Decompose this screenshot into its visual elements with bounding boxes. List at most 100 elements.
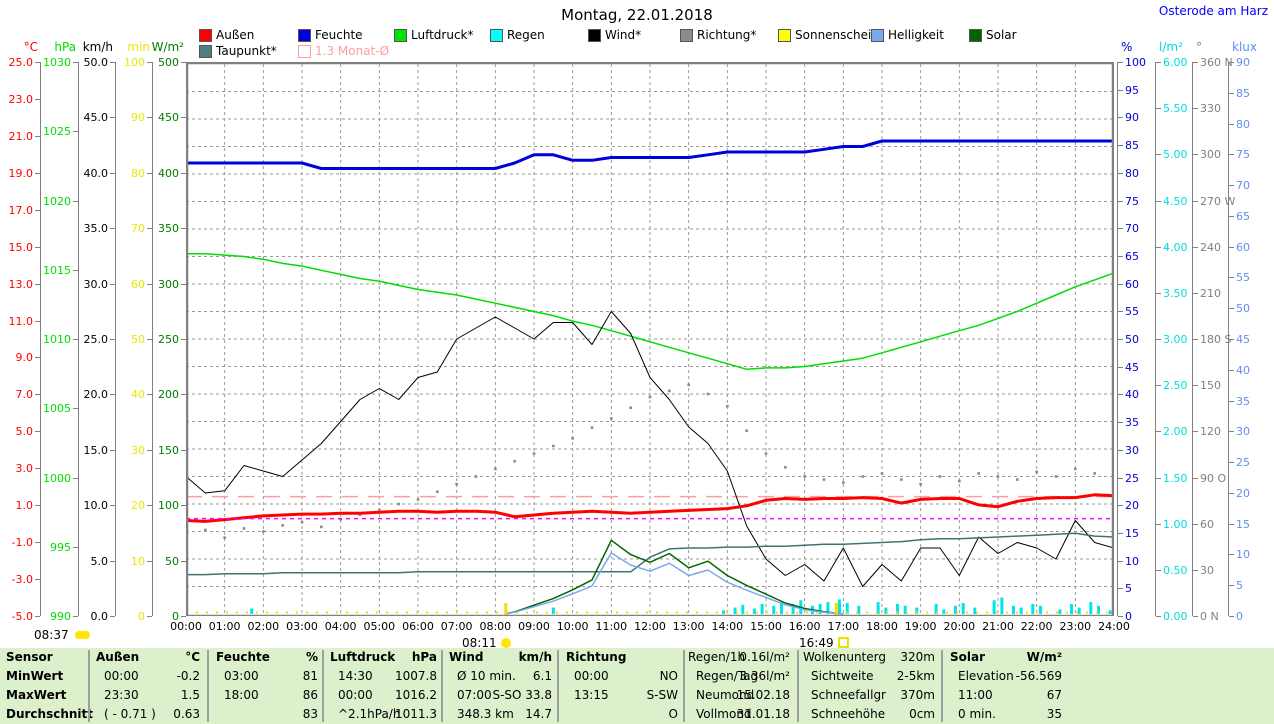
axis-tick-label: 10 [1236,548,1250,562]
wind-direction-dot [223,536,226,539]
legend-label: Helligkeit [888,28,944,42]
legend-label: Regen [507,28,545,42]
axis-tick-label: 5.00 [1163,148,1188,162]
axis-tick [35,320,40,322]
axis-tick [1229,154,1234,156]
axis-tick [1118,200,1123,202]
axis-line-hPa [78,62,79,616]
axis-tick-label: 90 [1125,111,1139,125]
axis-tick [1156,477,1161,479]
rain-bar [1000,597,1004,614]
axis-header: W/m² [151,40,184,54]
table-cell-label: 0 min. [958,707,996,721]
table-cell-value: 67 [1046,688,1062,702]
x-axis-label: 11:00 [595,620,628,633]
axis-tick-label: 40 [1236,363,1250,377]
axis-tick-label: 0 [1236,610,1243,623]
axis-tick-label: 35.0 [83,222,109,236]
weather-chart[interactable] [184,61,1116,619]
wind-direction-dot [900,478,903,481]
rain-bar [791,603,795,614]
axis-tick-label: 70 [1236,179,1250,193]
axis-tick-label: 1010 [43,333,71,346]
axis-tick [73,477,78,479]
rain-bar [1019,607,1023,614]
axis-tick-label: 25 [1125,471,1139,485]
x-axis-label: 19:00 [904,620,937,633]
axis-tick-label: 2.50 [1163,379,1188,393]
axis-tick [1229,339,1234,340]
axis-tick [35,283,40,285]
rain-bar [961,603,965,614]
plot-area[interactable] [184,61,1116,619]
axis-tick [110,394,115,396]
axis-tick [1193,477,1198,479]
axis-tick-label: 70 [1125,222,1139,236]
table-cell-label: 00:00 [338,688,373,702]
axis-tick [1156,339,1161,340]
axis-tick [1229,62,1234,63]
wind-direction-dot [745,429,748,432]
axis-tick [1118,117,1123,119]
table-cell-label: 07:00 [457,688,492,702]
rain-bar [1011,605,1015,614]
axis-tick-label: 4.50 [1163,194,1188,208]
axis-tick-label: 7.0 [15,388,34,402]
axis-tick-label: 11.0 [8,314,34,328]
axis-tick [1229,277,1234,279]
rain-bar [760,603,764,614]
axis-tick [1193,385,1198,387]
axis-tick-label: 0.50 [1163,563,1188,577]
table-cell-value: S-SW [646,688,678,702]
table-cell-label: 00:00 [104,669,139,683]
wind-direction-dot [610,417,613,420]
axis-tick [1118,172,1123,174]
rain-bar [1031,603,1035,614]
axis-tick [1118,311,1123,313]
wind-direction-dot [455,482,458,486]
axis-tick-label: 1.50 [1163,471,1188,485]
axis-line-° [1192,62,1193,616]
table-cell-value: 370m [900,688,935,702]
axis-tick [1118,616,1123,617]
axis-tick-label: -3.0 [11,573,33,587]
wind-direction-dot [552,444,555,448]
axis-tick-label: 17.0 [8,203,34,217]
wind-direction-dot [281,524,284,527]
legend-swatch [199,45,212,58]
axis-tick-label: -1.0 [11,536,33,550]
axis-tick [147,172,152,174]
axis-tick-label: -5.0 [11,610,33,623]
axis-tick-label: 65 [1236,209,1250,223]
axis-tick [181,283,186,285]
table-cell-value: 3.36l/m² [739,669,790,683]
axis-tick-label: 25.0 [83,333,109,346]
wind-direction-dot [938,475,942,478]
axis-header: hPa [54,40,76,54]
axis-tick [35,209,40,211]
axis-tick [1229,400,1234,402]
axis-tick-label: 210 [1200,286,1221,300]
axis-tick-label: 80 [131,166,145,180]
table-cell-value: O [668,707,678,721]
rain-bar [942,609,946,614]
axis-tick [1193,292,1198,294]
axis-tick [1156,200,1161,202]
axis-line-°C [40,62,41,616]
table-group-header: Regen/1h [688,650,746,664]
rain-bar [1039,605,1043,614]
wind-direction-dot [242,527,246,530]
axis-tick-label: 1015 [43,263,71,277]
axis-tick [73,546,78,548]
axis-tick [1193,246,1198,248]
x-axis-label: 13:00 [672,620,705,633]
rain-bar [903,605,907,614]
axis-tick [110,449,115,451]
axis-tick-label: 150 [158,443,179,457]
axis-tick-label: 15 [1236,517,1250,531]
axis-tick-label: 25 [1236,456,1250,470]
table-divider [941,650,943,722]
axis-tick-label: 19.0 [8,166,34,180]
axis-tick [1229,92,1234,94]
axis-tick [1229,246,1234,248]
